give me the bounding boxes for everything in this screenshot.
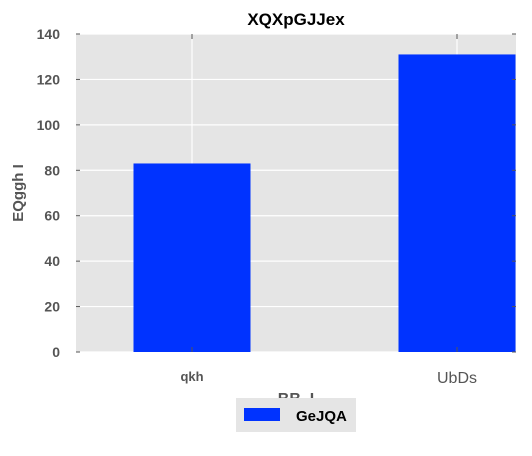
chart-title: XQXpGJJex [247,10,345,29]
y-tick-label: 80 [44,162,60,178]
y-tick-label: 0 [52,344,60,360]
y-tick-label: 120 [37,71,61,87]
legend-swatch [244,408,280,421]
y-tick-label: 40 [44,253,60,269]
y-axis-label: EQggh I [10,164,27,222]
x-tick-label: UbDs [437,370,477,387]
x-axis-ticks: qkh UbDs [180,34,477,387]
legend-label: GeJQA [296,408,347,425]
x-tick-label: qkh [180,369,203,384]
y-tick-label: 140 [37,26,61,42]
legend: GeJQA [236,398,356,432]
y-tick-label: 20 [44,299,60,315]
bar-qkh [133,163,251,352]
y-tick-label: 60 [44,208,60,224]
bar-UbDs [398,54,516,352]
y-axis-ticks: 0 20 40 60 80 100 120 140 [37,26,516,360]
y-tick-label: 100 [37,117,61,133]
bars [133,54,516,352]
